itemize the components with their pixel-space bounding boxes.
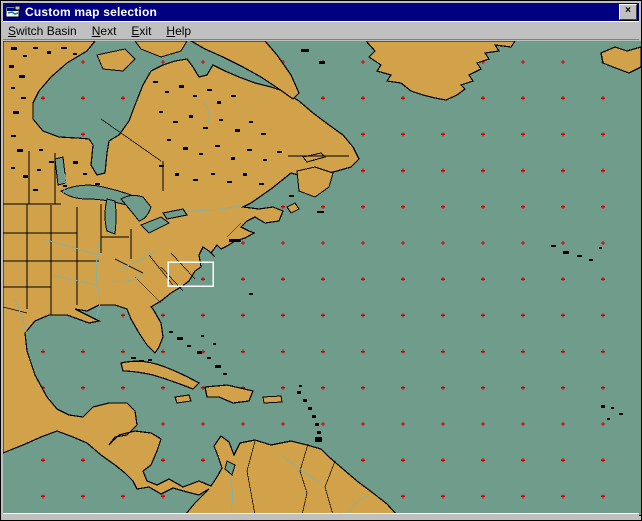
island-jamaica [174, 394, 192, 404]
island-anticosti [302, 152, 326, 163]
rivers [14, 100, 370, 515]
island-arctic-west [134, 41, 188, 58]
menu-item-exit[interactable]: Exit [131, 23, 152, 38]
island-cuba [120, 360, 200, 390]
menu-bar: Switch Basin Next Exit Help [3, 21, 639, 40]
landmass-americas [3, 41, 398, 515]
map-area[interactable] [3, 41, 641, 516]
close-button[interactable]: × [619, 4, 637, 20]
title-bar: Custom map selection × [3, 3, 639, 21]
menu-item-next[interactable]: Next [91, 23, 117, 38]
app-icon [5, 5, 21, 18]
landmass-greenland [365, 41, 516, 101]
island-puerto-rico [262, 395, 283, 404]
state-borders [3, 118, 349, 515]
menu-item-help[interactable]: Help [166, 23, 192, 38]
map-selection-rectangle[interactable] [167, 261, 214, 287]
window-bottom-edge [3, 513, 639, 518]
island-baffin [189, 41, 300, 100]
landmass-iceland [600, 46, 641, 74]
island-cape-breton [286, 202, 300, 214]
basin-map[interactable] [3, 41, 641, 515]
window-title: Custom map selection [25, 5, 158, 19]
menu-item-switch-basin[interactable]: Switch Basin [8, 23, 77, 38]
island-hispaniola [204, 384, 254, 404]
island-newfoundland [296, 166, 334, 198]
island-southampton [96, 48, 136, 72]
great-lakes [54, 156, 236, 476]
